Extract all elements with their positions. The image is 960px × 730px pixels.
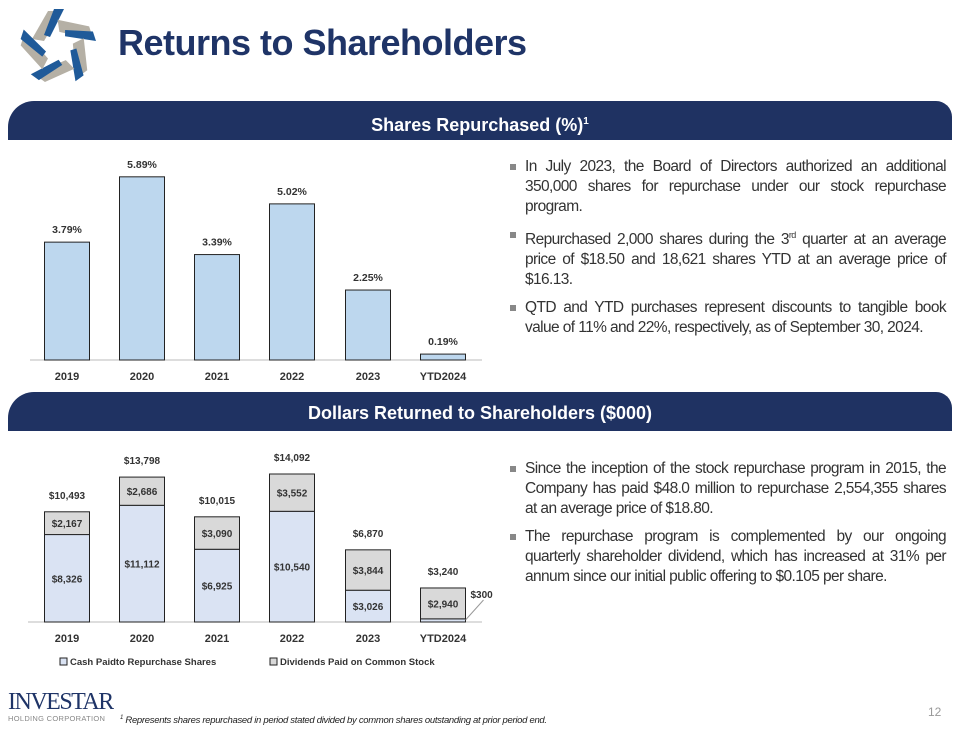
bar-segment-2021-0 [194,548,240,623]
total-label: $6,870 [353,529,384,540]
x-tick-label: 2022 [280,633,304,645]
x-tick-label: 2023 [356,371,380,383]
legend-swatch [269,657,278,666]
data-label: 3.39% [202,237,232,249]
section-banner-shares-repurchased: Shares Repurchased (%)1 [8,101,952,140]
footnote-text: Represents shares repurchased in period … [125,715,547,727]
bar-segment-2021-1 [194,516,240,550]
shares-repurchased-chart: 3.79% 2019 5.89% 2020 3.39% 2021 5.02% 2022 2.25… [30,159,482,383]
data-label: $6,925 [202,582,233,593]
x-tick-label: YTD2024 [420,633,467,645]
x-tick-label: 2023 [356,633,380,645]
bar-segment-2023-0 [345,589,391,623]
x-tick-label: 2020 [130,633,154,645]
x-tick-label: 2019 [55,633,79,645]
data-label: 5.02% [277,186,307,198]
bar-segment-2020-0 [119,504,165,623]
bar-segment-2019-0 [44,534,90,623]
data-label: $3,844 [353,566,384,577]
total-label: $14,092 [274,453,311,464]
bullet-item: The repurchase program is complemented b… [508,527,947,587]
ordinal-suffix: rd [788,230,796,240]
bar-segment-2019-1 [44,511,90,536]
bar-YTD2024 [420,353,466,361]
data-label: 0.19% [428,336,458,348]
x-tick-label: 2021 [205,633,229,645]
bullet-item: In July 2023, the Board of Directors aut… [508,157,947,217]
data-label: 2.25% [353,272,383,284]
total-label: $10,015 [199,496,236,507]
data-label: $10,540 [274,563,311,574]
x-tick-label: 2019 [55,371,79,383]
data-label: $2,167 [52,519,83,530]
data-label: $300 [471,590,494,601]
total-label: $13,798 [124,456,161,467]
dollars-returned-bullets: Since the inception of the stock repurch… [508,459,947,595]
section-banner-dollars-returned: Dollars Returned to Shareholders ($000) [8,392,952,431]
investar-logo: INVESTAR HOLDING CORPORATION [8,690,114,723]
bar-2023 [345,289,391,361]
data-label: 3.79% [52,224,82,236]
leader-line [465,599,484,621]
company-logo-icon [13,9,102,85]
bullet-item: Since the inception of the stock repurch… [508,459,947,519]
data-label: $2,940 [428,599,459,610]
bar-2022 [269,203,315,361]
bar-2021 [194,254,240,361]
data-label: $3,026 [353,602,384,613]
total-label: $3,240 [428,567,459,578]
x-tick-label: 2020 [130,371,154,383]
bar-2019 [44,241,90,361]
data-label: $3,090 [202,529,233,540]
bullet-text: quarter at an average price of $18.50 an… [525,231,947,289]
data-label: $8,326 [52,574,83,585]
section-title: Shares Repurchased (%) [371,115,584,135]
bullet-item: Repurchased 2,000 shares during the 3rd … [508,225,947,290]
bar-segment-2022-1 [269,473,315,512]
logo-text: INVESTAR [8,690,114,715]
section-title: Dollars Returned to Shareholders ($000) [307,403,653,423]
bullet-text: Repurchased 2,000 shares during the 3 [525,231,789,249]
legend-label: Cash Paidto Repurchase Shares [70,657,216,668]
x-tick-label: 2022 [280,371,304,383]
legend-swatch [59,657,68,666]
page-number: 12 [928,705,942,719]
page-title: Returns to Shareholders [118,22,527,63]
data-label: $3,552 [277,489,308,500]
dollars-returned-chart: $8,326 $2,167 $10,493 2019 $11,112 $2,686 $13,… [28,453,494,668]
x-tick-label: YTD2024 [420,371,467,383]
data-label: $11,112 [124,560,159,571]
footnote-marker: 1 [120,715,124,721]
bullet-item: QTD and YTD purchases represent discount… [508,298,947,338]
shares-repurchased-bullets: In July 2023, the Board of Directors aut… [508,157,947,346]
total-label: $10,493 [49,491,86,502]
x-tick-label: 2021 [205,371,229,383]
data-label: $2,686 [127,487,158,498]
bar-segment-2022-0 [269,510,315,623]
bar-2020 [119,176,165,361]
footnote: 1 Represents shares repurchased in perio… [120,715,547,726]
legend-label: Dividends Paid on Common Stock [280,657,435,668]
logo-subtext: HOLDING CORPORATION [8,714,106,723]
data-label: 5.89% [127,159,157,171]
bar-segment-YTD2024-1 [420,587,466,620]
footnote-marker: 1 [583,116,589,127]
bar-segment-2023-1 [345,549,391,591]
bar-segment-2020-1 [119,476,165,506]
